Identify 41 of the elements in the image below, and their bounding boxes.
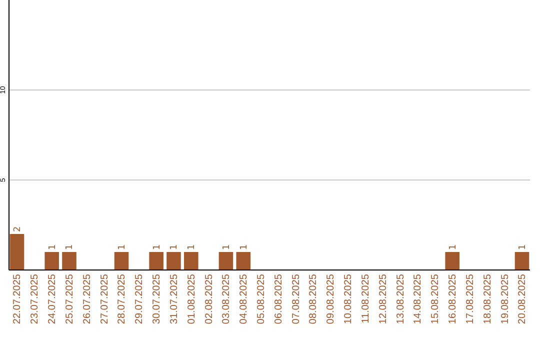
x-tick-label: 29.07.2025 — [134, 274, 146, 324]
x-tick-label: 17.08.2025 — [464, 274, 476, 324]
x-tick-label: 31.07.2025 — [168, 274, 180, 324]
data-label: 1 — [152, 244, 162, 250]
data-label: 1 — [239, 244, 250, 250]
x-tick-label: 11.08.2025 — [360, 274, 372, 324]
data-label: 1 — [48, 244, 58, 250]
x-tick-label: 05.08.2025 — [256, 274, 267, 324]
data-label: 1 — [448, 244, 458, 250]
x-tick-label: 23.07.2025 — [30, 274, 41, 324]
x-tick-label: 13.08.2025 — [395, 274, 406, 324]
x-tick-label: 15.08.2025 — [430, 274, 442, 324]
x-tick-label: 30.07.2025 — [152, 274, 163, 324]
data-label: 1 — [65, 244, 76, 250]
x-tick-label: 24.07.2025 — [47, 274, 58, 324]
x-tick-label: 03.08.2025 — [221, 274, 232, 324]
x-tick-label: 06.08.2025 — [273, 274, 284, 324]
x-tick-label: 20.08.2025 — [517, 274, 528, 324]
data-label: 2 — [13, 226, 24, 232]
x-tick-label: 18.08.2025 — [482, 274, 494, 324]
x-tick-label: 09.08.2025 — [326, 274, 337, 324]
data-label: 1 — [117, 244, 128, 250]
x-tick-label: 27.07.2025 — [99, 274, 110, 324]
data-label: 1 — [187, 244, 198, 250]
x-tick-label: 01.08.2025 — [186, 274, 198, 324]
x-tick-label: 19.08.2025 — [500, 274, 511, 324]
x-tick-label: 12.08.2025 — [378, 274, 389, 324]
x-tick-label: 25.07.2025 — [64, 274, 76, 324]
x-tick-label: 14.08.2025 — [412, 274, 424, 324]
x-tick-label: 16.08.2025 — [448, 274, 459, 324]
x-tick-label: 22.07.2025 — [12, 274, 24, 324]
x-tick-label: 26.07.2025 — [82, 274, 93, 324]
data-label: 1 — [222, 244, 232, 250]
data-label: 1 — [170, 244, 180, 250]
x-tick-label: 10.08.2025 — [343, 274, 354, 324]
x-tick-label: 07.08.2025 — [290, 274, 302, 324]
x-tick-label: 08.08.2025 — [308, 274, 320, 324]
x-tick-label: 02.08.2025 — [204, 274, 215, 324]
data-label: 1 — [518, 244, 528, 250]
x-tick-label: 04.08.2025 — [238, 274, 250, 324]
x-tick-label: 28.07.2025 — [116, 274, 128, 324]
